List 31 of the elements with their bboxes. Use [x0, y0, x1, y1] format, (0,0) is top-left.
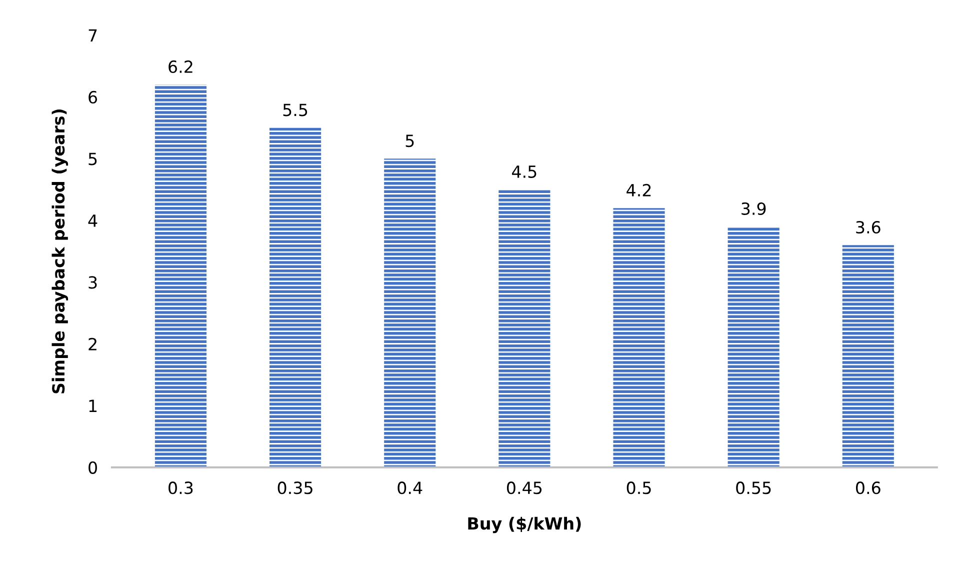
x-axis-title: Buy ($/kWh): [468, 516, 581, 534]
bar: [728, 226, 780, 468]
y-tick-label: 1: [89, 400, 97, 412]
data-label: 5: [406, 134, 414, 148]
data-label: 5.5: [283, 104, 308, 116]
bar: [613, 208, 665, 468]
bar: [270, 128, 322, 468]
bar: [842, 245, 894, 468]
x-tick-label: 0.55: [736, 482, 771, 494]
bar: [384, 158, 436, 468]
x-tick-label: 0.35: [278, 482, 312, 494]
x-tick-label: 0.6: [856, 482, 880, 494]
x-tick-label: 0.4: [398, 482, 422, 494]
bar: [498, 190, 550, 468]
data-label: 4.5: [512, 166, 536, 178]
y-tick-label: 5: [88, 152, 97, 166]
y-axis-title: Simple payback period (years): [52, 110, 68, 394]
y-tick-label: 4: [88, 214, 98, 227]
y-tick-label: 2: [88, 338, 96, 350]
data-label: 4.2: [626, 184, 651, 196]
y-tick-label: 3: [88, 276, 97, 289]
x-tick-label: 0.3: [168, 482, 193, 494]
data-label: 3.6: [856, 220, 880, 234]
y-tick-label: 6: [88, 90, 98, 104]
x-tick-label: 0.45: [506, 482, 542, 494]
x-tick-label: 0.5: [626, 482, 651, 494]
data-label: 6.2: [168, 60, 192, 74]
y-tick-label: 7: [88, 29, 97, 42]
bar: [154, 84, 206, 468]
y-tick-label: 0: [88, 461, 97, 474]
data-label: 3.9: [742, 202, 766, 216]
